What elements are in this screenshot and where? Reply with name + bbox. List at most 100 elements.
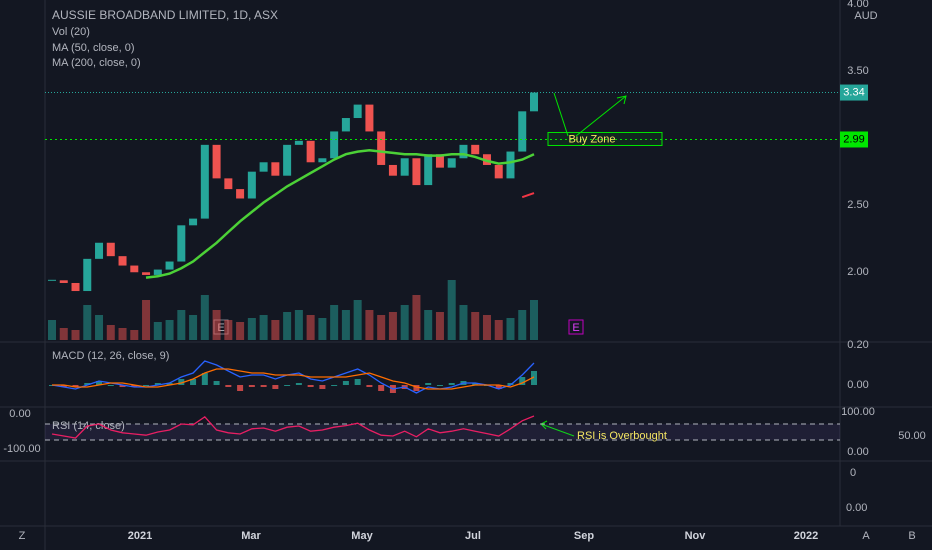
macd-histogram <box>425 383 432 385</box>
candle <box>83 258 92 292</box>
buy-zone <box>547 131 663 146</box>
candle <box>153 269 162 275</box>
macd-histogram <box>319 385 326 389</box>
x-tick-label: Nov <box>685 530 707 542</box>
macd-histogram <box>248 385 255 387</box>
ma50-line <box>145 148 535 279</box>
indicator: Vol (20) <box>52 26 90 38</box>
candle <box>247 171 256 199</box>
candle <box>224 178 233 190</box>
candle <box>365 104 374 132</box>
candle <box>283 144 292 176</box>
left-label: -100.00 <box>3 443 40 455</box>
macd-histogram <box>284 385 291 386</box>
volume-bar <box>400 305 409 340</box>
indicator: MA (50, close, 0) <box>52 42 135 54</box>
volume-bar <box>459 305 468 340</box>
candle <box>165 261 174 270</box>
candle <box>494 164 503 179</box>
candle <box>388 164 397 176</box>
volume-bar <box>224 320 233 340</box>
macd-histogram <box>295 383 302 385</box>
arrowhead <box>616 95 627 105</box>
candle <box>459 144 468 159</box>
macd-histogram <box>342 381 349 385</box>
volume-bar <box>189 315 198 340</box>
volume-bar <box>271 320 280 340</box>
macd-histogram <box>531 371 537 385</box>
candle <box>118 256 127 266</box>
volume-bar <box>236 322 245 340</box>
volume-bar <box>365 310 374 340</box>
macd-histogram <box>201 373 208 385</box>
pane-title: MACD (12, 26, close, 9) <box>52 350 169 362</box>
volume-bar <box>388 312 397 340</box>
macd-histogram <box>354 379 361 385</box>
macd-histogram <box>507 383 514 385</box>
candle <box>236 189 245 199</box>
volume-bar <box>494 320 503 340</box>
pane-label: 0 <box>850 467 856 479</box>
arrow <box>575 95 627 137</box>
volume-bar <box>247 318 256 340</box>
macd-histogram <box>366 385 373 387</box>
candle <box>377 131 386 165</box>
y-tick-label: 0.00 <box>847 379 868 391</box>
candle <box>177 225 186 262</box>
macd-histogram <box>472 383 479 385</box>
toolbar-button[interactable]: Z <box>19 530 26 542</box>
volume-bar <box>506 318 515 340</box>
left-label: 0.00 <box>9 408 30 420</box>
y-tick-label: 0.00 <box>847 446 868 458</box>
earnings-marker[interactable] <box>568 319 584 335</box>
y-tick-label: 0.20 <box>847 339 868 351</box>
y-tick-label: 100.00 <box>841 406 875 418</box>
volume-bar <box>471 312 480 340</box>
buy-zone-label: Buy Zone <box>568 133 615 145</box>
macd-histogram <box>413 385 420 391</box>
candle <box>330 131 339 159</box>
candle <box>530 92 538 112</box>
macd-histogram <box>378 385 385 391</box>
side-label: 50.00 <box>898 430 926 442</box>
chart-title: AUSSIE BROADBAND LIMITED, 1D, ASX <box>52 8 278 22</box>
candle <box>471 144 480 155</box>
candle <box>341 118 350 132</box>
candle <box>447 158 456 168</box>
volume-bar <box>165 320 174 340</box>
volume-bar <box>482 315 491 340</box>
volume-bar <box>330 305 339 340</box>
volume-bar <box>153 322 162 340</box>
volume-bar <box>200 295 209 340</box>
x-tick-label: May <box>351 530 373 542</box>
candle <box>518 111 527 152</box>
candle <box>59 280 68 283</box>
macd-histogram <box>143 385 150 386</box>
y-tick-label: 3.50 <box>847 65 868 77</box>
macd-histogram <box>166 383 173 385</box>
toolbar-button[interactable]: A <box>862 530 870 542</box>
candle <box>259 162 268 172</box>
volume-bar <box>259 315 268 340</box>
toolbar-button[interactable]: B <box>908 530 915 542</box>
candle <box>353 104 362 119</box>
macd-histogram <box>178 379 185 385</box>
volume-bar <box>377 315 386 340</box>
volume-bar <box>59 328 68 340</box>
level-label-box <box>840 131 868 148</box>
currency: AUD <box>854 10 877 22</box>
candle <box>212 144 221 179</box>
candle <box>506 151 515 179</box>
macd-histogram <box>225 385 232 387</box>
volume-bar <box>294 310 303 340</box>
indicator: MA (200, close, 0) <box>52 57 141 69</box>
macd-histogram <box>60 385 67 387</box>
candle <box>306 140 315 163</box>
arrow <box>540 423 575 437</box>
candle <box>130 265 139 273</box>
volume-bar <box>106 325 115 340</box>
volume-bar <box>95 315 104 340</box>
volume-bar <box>530 300 538 340</box>
